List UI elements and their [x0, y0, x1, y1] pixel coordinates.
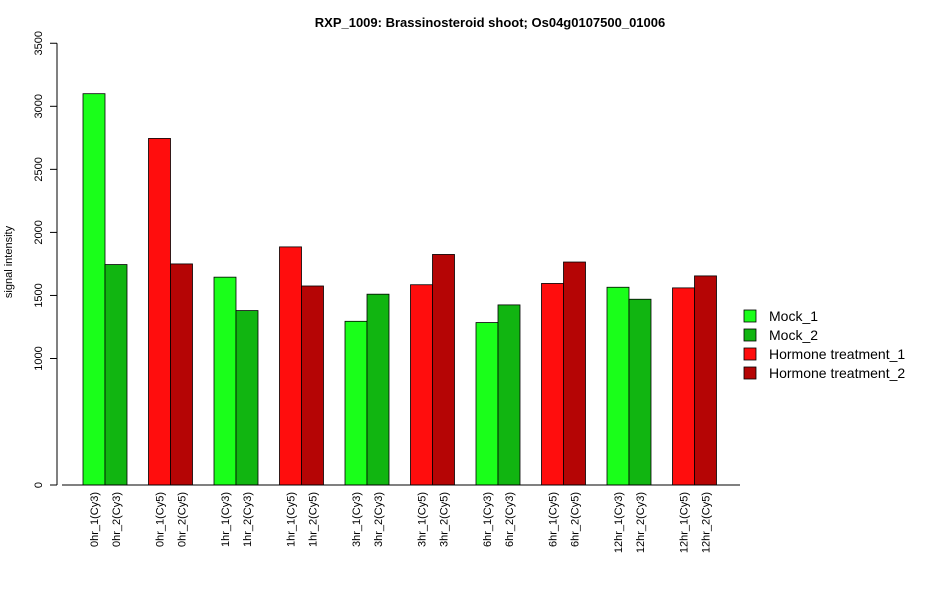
x-tick-label: 0hr_1(Cy3) [89, 492, 101, 547]
legend-label: Hormone treatment_1 [769, 346, 905, 362]
y-axis: 0 1000 1500 2000 2500 3000 3500 [33, 31, 58, 488]
bar [432, 254, 455, 486]
bar [82, 93, 106, 486]
x-tick-label: 0hr_2(Cy5) [177, 492, 189, 547]
x-tick-labels: 0hr_1(Cy3) 0hr_2(Cy3) 0hr_1(Cy5) 0hr_2(Cy5)… [89, 492, 713, 553]
bar [410, 284, 433, 486]
y-tick-label: 2500 [33, 157, 45, 181]
bar [148, 138, 171, 486]
legend: Mock_1 Mock_2 Hormone treatment_1 Hormone t… [743, 308, 905, 381]
bar [279, 246, 302, 486]
x-tick-label: 12hr_1(Cy3) [613, 492, 625, 553]
bar [497, 304, 521, 486]
bar [541, 283, 564, 486]
legend-swatch [743, 309, 757, 323]
legend-label: Mock_2 [769, 327, 818, 343]
x-tick-label: 1hr_2(Cy5) [308, 492, 320, 547]
y-tick-label: 0 [33, 482, 45, 488]
bar [475, 322, 499, 486]
x-tick-label: 3hr_1(Cy3) [351, 492, 363, 547]
legend-swatch [743, 328, 757, 342]
bar [344, 320, 368, 486]
chart-title: RXP_1009: Brassinosteroid shoot; Os04g01… [315, 15, 665, 30]
y-axis-label: signal intensity [3, 225, 15, 298]
bar [606, 286, 630, 486]
x-tick-label: 3hr_2(Cy5) [439, 492, 451, 547]
y-tick-label: 1000 [33, 346, 45, 370]
legend-swatch [743, 347, 757, 361]
y-tick-label: 3000 [33, 94, 45, 118]
x-tick-label: 3hr_1(Cy5) [417, 492, 429, 547]
y-tick-label: 3500 [33, 31, 45, 55]
bar [694, 275, 717, 486]
legend-label: Hormone treatment_2 [769, 365, 905, 381]
y-tick-label: 1500 [33, 283, 45, 307]
x-tick-label: 6hr_1(Cy3) [482, 492, 494, 547]
bar [563, 261, 586, 486]
bar [104, 264, 128, 486]
bar [301, 285, 324, 486]
bar [628, 298, 652, 486]
y-tick-label: 2000 [33, 220, 45, 244]
x-tick-label: 6hr_2(Cy5) [570, 492, 582, 547]
x-tick-label: 3hr_2(Cy3) [373, 492, 385, 547]
bar [672, 287, 695, 486]
x-tick-label: 12hr_2(Cy3) [635, 492, 647, 553]
bar [235, 310, 259, 486]
x-tick-label: 1hr_2(Cy3) [242, 492, 254, 547]
x-tick-label: 12hr_1(Cy5) [679, 492, 691, 553]
x-tick-label: 0hr_1(Cy5) [155, 492, 167, 547]
x-tick-label: 6hr_2(Cy3) [504, 492, 516, 547]
bar [213, 276, 237, 486]
x-tick-label: 1hr_1(Cy5) [286, 492, 298, 547]
x-tick-label: 0hr_2(Cy3) [111, 492, 123, 547]
bar [170, 263, 193, 486]
legend-swatch [743, 366, 757, 380]
x-tick-label: 6hr_1(Cy5) [548, 492, 560, 547]
bar [366, 293, 390, 486]
legend-label: Mock_1 [769, 308, 818, 324]
x-tick-label: 1hr_1(Cy3) [220, 492, 232, 547]
x-tick-label: 12hr_2(Cy5) [701, 492, 713, 553]
bars-group [82, 93, 717, 486]
